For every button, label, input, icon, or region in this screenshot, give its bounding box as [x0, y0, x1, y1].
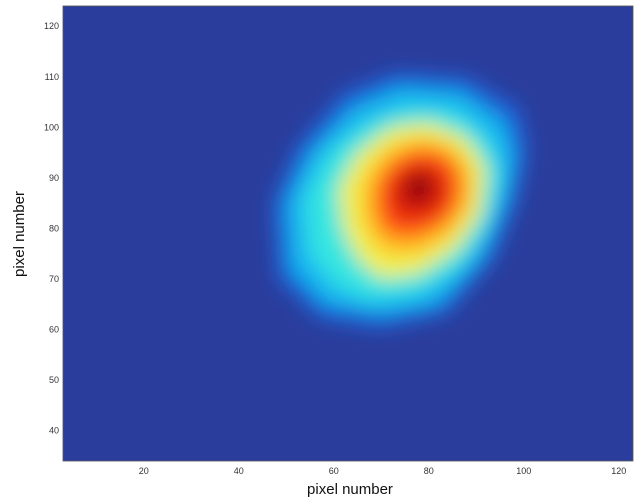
heat-blob	[272, 71, 529, 330]
y-axis-ticks: 40 50 60 70 80 90 100 110 120	[44, 21, 59, 435]
y-tick-label: 110	[45, 72, 59, 82]
x-axis-label: pixel number	[307, 481, 393, 498]
x-tick-label: 60	[329, 466, 339, 476]
y-tick-label: 70	[49, 274, 59, 284]
x-tick-label: 20	[139, 466, 149, 476]
y-tick-label: 50	[49, 375, 59, 385]
y-axis-label: pixel number	[11, 191, 28, 277]
plot-frame	[62, 5, 634, 462]
heat-contour-8	[405, 172, 434, 204]
x-tick-label: 100	[516, 466, 531, 476]
y-tick-label: 90	[49, 173, 59, 183]
y-tick-label: 120	[44, 21, 59, 31]
x-tick-label: 120	[611, 466, 626, 476]
x-tick-label: 80	[424, 466, 434, 476]
x-tick-label: 40	[234, 466, 244, 476]
x-axis-ticks: 20 40 60 80 100 120	[139, 466, 627, 476]
y-tick-label: 100	[44, 122, 59, 132]
y-tick-label: 80	[49, 223, 59, 233]
y-tick-label: 40	[49, 426, 59, 436]
y-tick-label: 60	[49, 325, 59, 335]
